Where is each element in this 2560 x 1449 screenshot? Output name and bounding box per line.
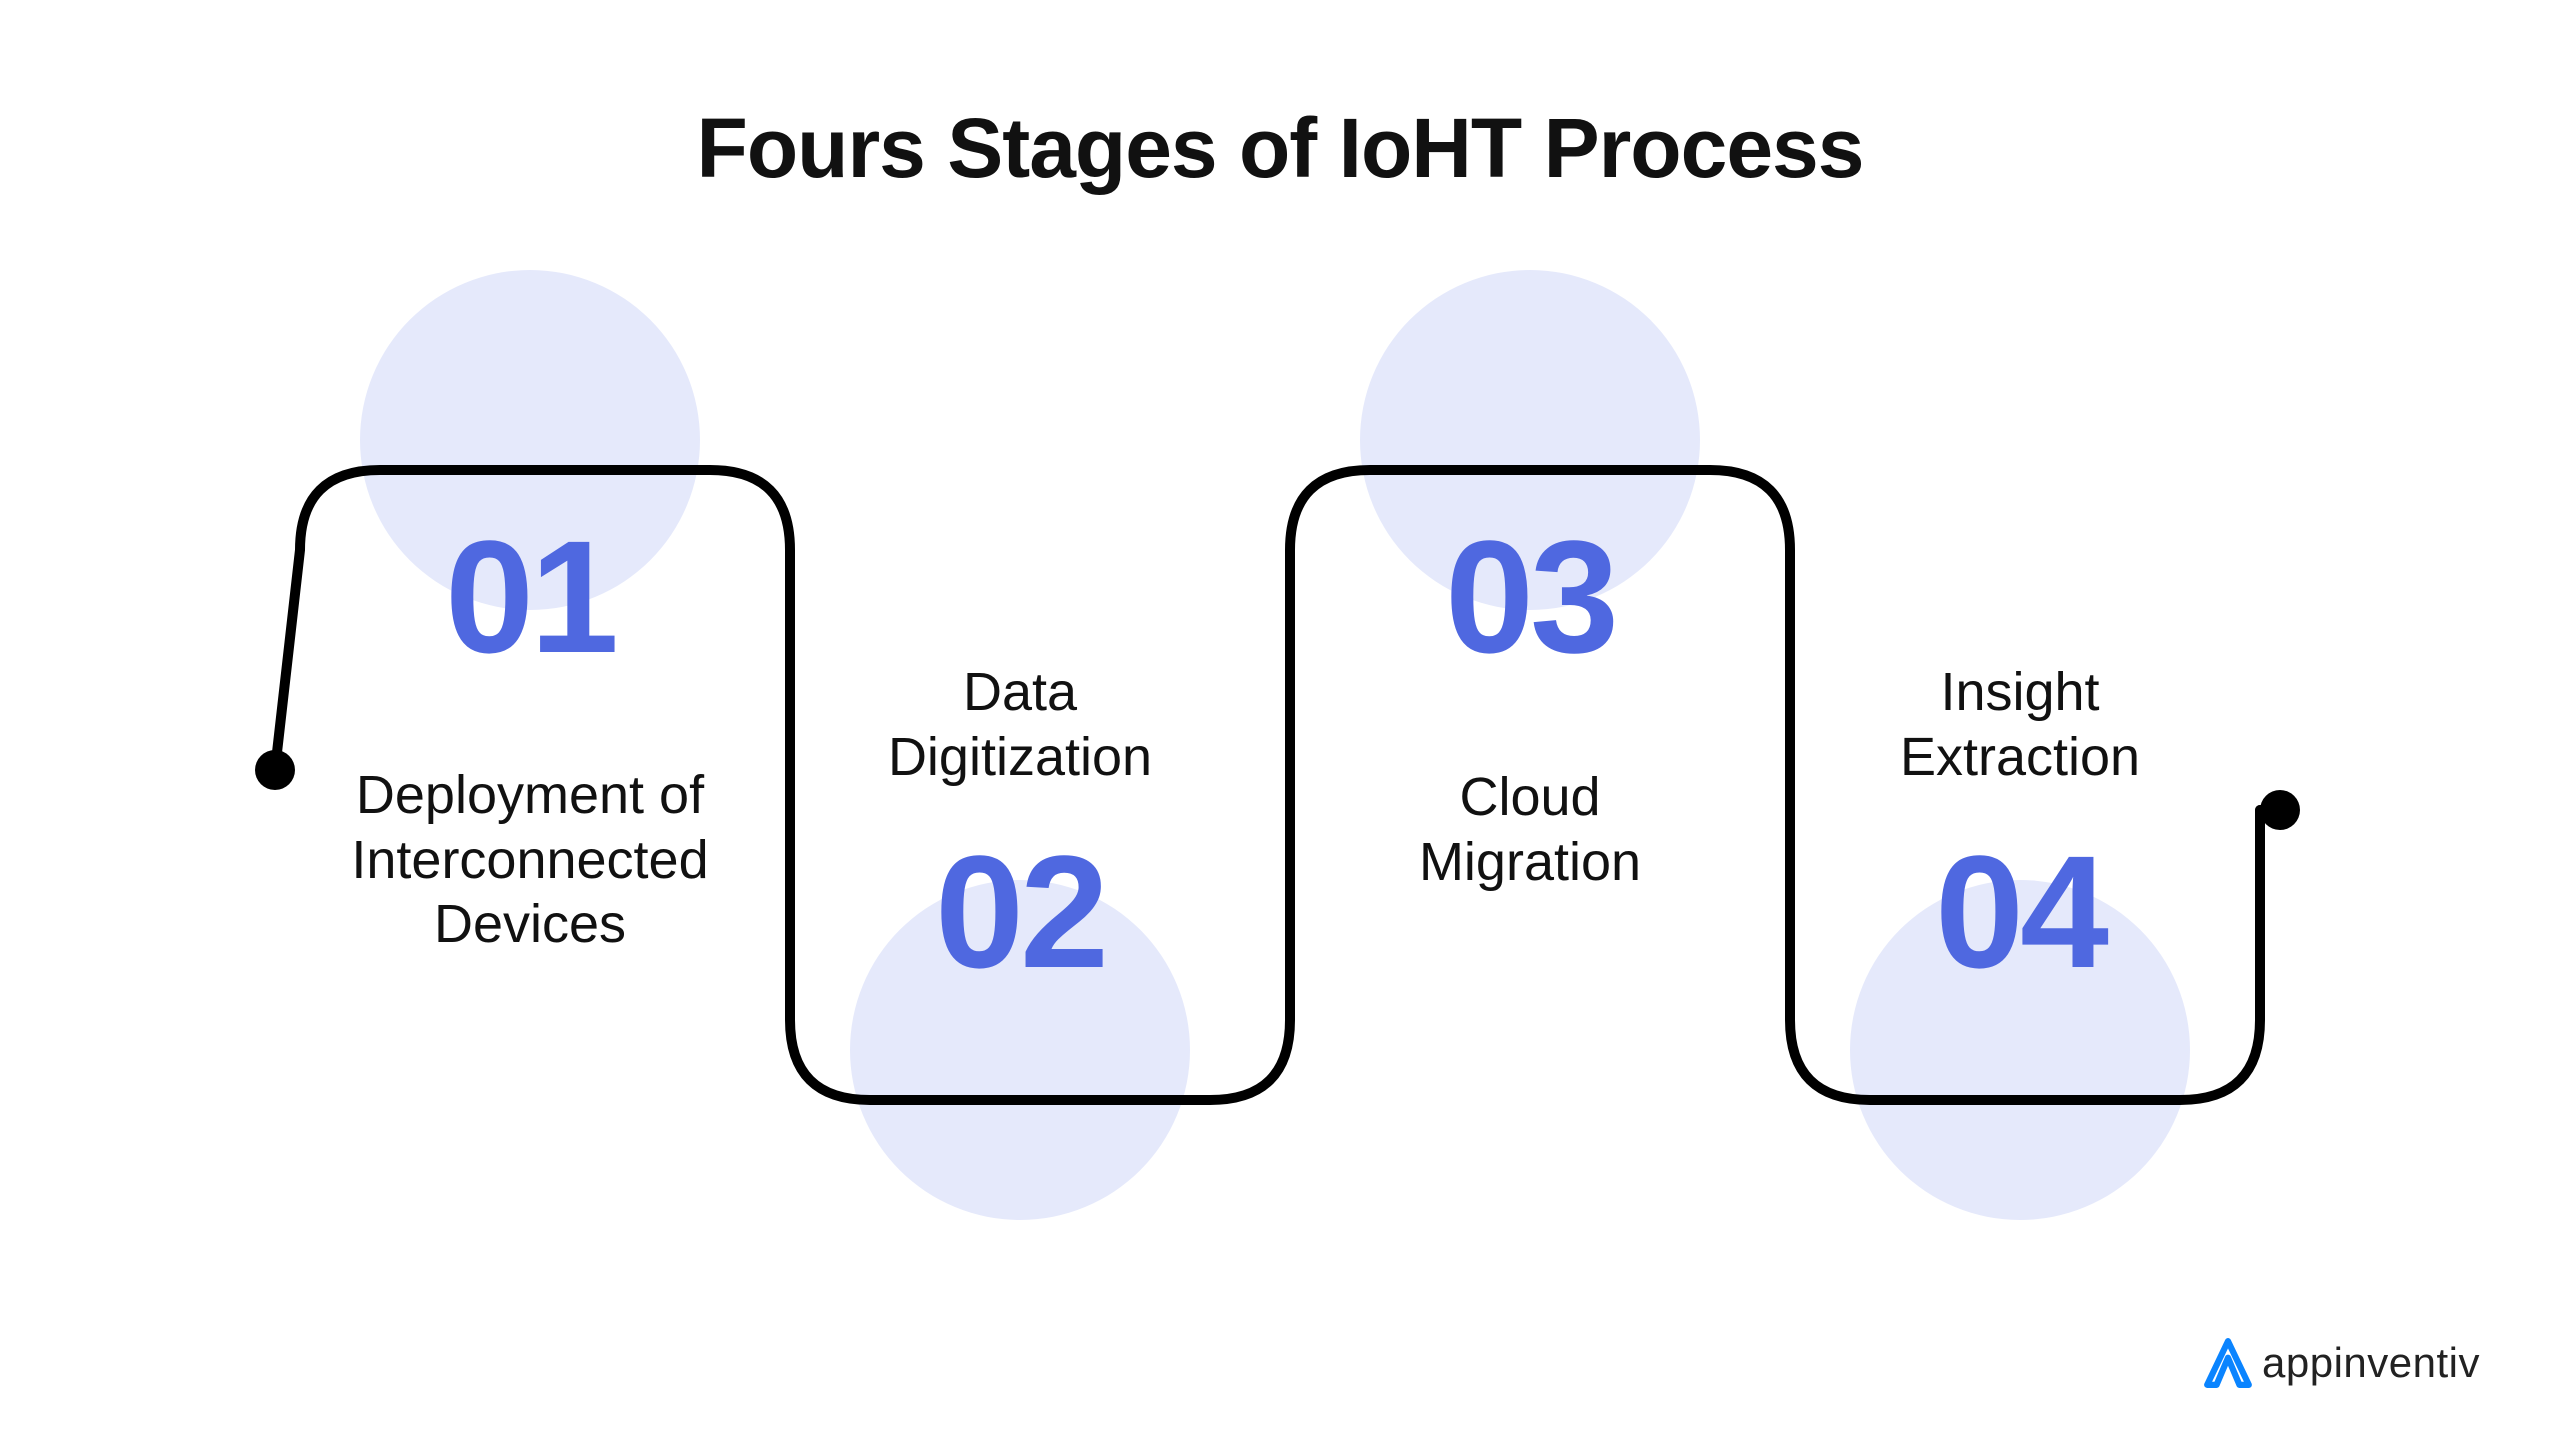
brand-text: appinventiv [2262, 1339, 2480, 1387]
stage-3-number: 03 [1330, 517, 1730, 677]
stage-4-label: InsightExtraction [1720, 660, 2320, 790]
stage-1-number: 01 [330, 517, 730, 677]
brand-logo: appinventiv [2202, 1337, 2480, 1389]
diagram-title: Fours Stages of IoHT Process [0, 100, 2560, 197]
stage-2-number: 02 [820, 832, 1220, 992]
stage-1-label: Deployment ofInterconnectedDevices [230, 763, 830, 957]
stage-4-number: 04 [1820, 832, 2220, 992]
brand-icon [2202, 1337, 2254, 1389]
